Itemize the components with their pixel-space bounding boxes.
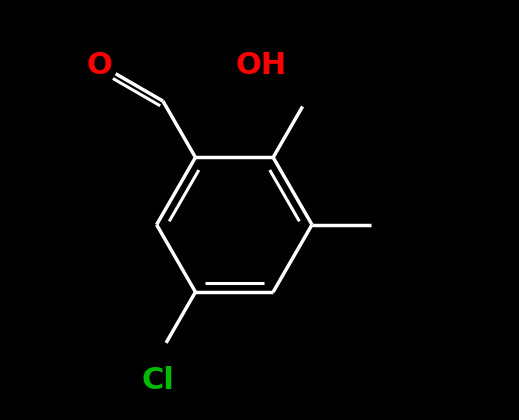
Text: OH: OH — [236, 50, 287, 80]
Text: O: O — [86, 50, 112, 80]
Text: Cl: Cl — [141, 365, 174, 395]
